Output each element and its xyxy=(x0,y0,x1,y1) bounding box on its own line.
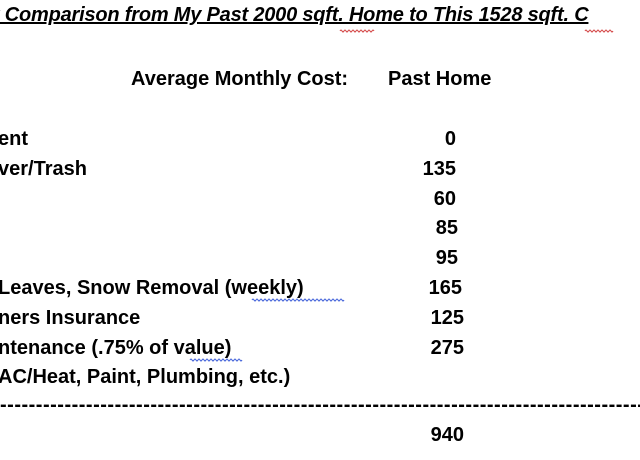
row-value-5: 95 xyxy=(435,247,458,269)
row-label-rent: ent xyxy=(0,128,28,150)
row-label-maintenance: ntenance (.75% of value) xyxy=(0,337,232,359)
row-value-3: 60 xyxy=(433,188,456,210)
row-value-4: 85 xyxy=(435,217,458,239)
row-value-leaves-snow: 165 xyxy=(428,277,462,299)
row-value-sewer-trash: 135 xyxy=(422,158,456,180)
header-label: Average Monthly Cost: xyxy=(131,68,349,90)
row-value-homeowners-insurance: 125 xyxy=(430,307,464,329)
row-label-ac-heat: AC/Heat, Paint, Plumbing, etc.) xyxy=(0,366,291,388)
row-label-homeowners-insurance: ners Insurance xyxy=(0,307,141,329)
squiggle-sqft-1 xyxy=(339,29,375,33)
row-value-rent: 0 xyxy=(444,128,456,150)
header-column-past-home: Past Home xyxy=(388,68,492,90)
row-label-leaves-snow: Leaves, Snow Removal (weekly) xyxy=(0,277,304,300)
row-label-leaves-snow-text: Leaves, Snow Removal (weekly) xyxy=(0,277,304,299)
document-title: st Comparison from My Past 2000 sqft. Ho… xyxy=(0,4,589,26)
row-value-maintenance: 275 xyxy=(430,337,464,359)
squiggle-sqft-2 xyxy=(584,29,614,33)
total-value: 940 xyxy=(430,424,464,446)
divider-line: ----------------------------------------… xyxy=(0,394,640,416)
row-label-sewer-trash: ver/Trash xyxy=(0,158,87,180)
